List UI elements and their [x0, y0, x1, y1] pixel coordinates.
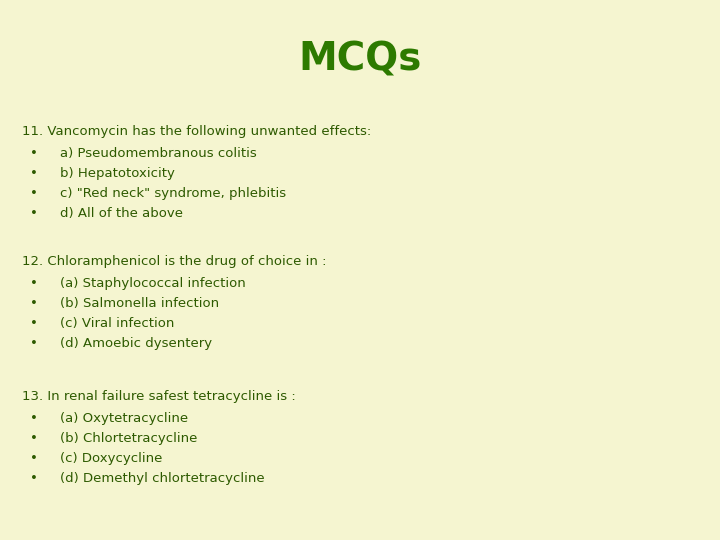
Text: •: • — [30, 187, 38, 200]
Text: (c) Doxycycline: (c) Doxycycline — [60, 452, 163, 465]
Text: c) "Red neck" syndrome, phlebitis: c) "Red neck" syndrome, phlebitis — [60, 187, 286, 200]
Text: (c) Viral infection: (c) Viral infection — [60, 317, 174, 330]
Text: •: • — [30, 452, 38, 465]
Text: (d) Demethyl chlortetracycline: (d) Demethyl chlortetracycline — [60, 472, 265, 485]
Text: •: • — [30, 412, 38, 425]
Text: •: • — [30, 167, 38, 180]
Text: •: • — [30, 277, 38, 290]
Text: •: • — [30, 432, 38, 445]
Text: •: • — [30, 317, 38, 330]
Text: a) Pseudomembranous colitis: a) Pseudomembranous colitis — [60, 147, 257, 160]
Text: (d) Amoebic dysentery: (d) Amoebic dysentery — [60, 337, 212, 350]
Text: 13. In renal failure safest tetracycline is :: 13. In renal failure safest tetracycline… — [22, 390, 296, 403]
Text: •: • — [30, 297, 38, 310]
Text: •: • — [30, 337, 38, 350]
Text: •: • — [30, 147, 38, 160]
Text: d) All of the above: d) All of the above — [60, 207, 183, 220]
Text: (b) Chlortetracycline: (b) Chlortetracycline — [60, 432, 197, 445]
Text: •: • — [30, 472, 38, 485]
Text: (a) Staphylococcal infection: (a) Staphylococcal infection — [60, 277, 246, 290]
Text: b) Hepatotoxicity: b) Hepatotoxicity — [60, 167, 175, 180]
Text: 12. Chloramphenicol is the drug of choice in :: 12. Chloramphenicol is the drug of choic… — [22, 255, 326, 268]
Text: •: • — [30, 207, 38, 220]
Text: MCQs: MCQs — [298, 40, 422, 78]
Text: 11. Vancomycin has the following unwanted effects:: 11. Vancomycin has the following unwante… — [22, 125, 372, 138]
Text: (b) Salmonella infection: (b) Salmonella infection — [60, 297, 219, 310]
Text: (a) Oxytetracycline: (a) Oxytetracycline — [60, 412, 188, 425]
